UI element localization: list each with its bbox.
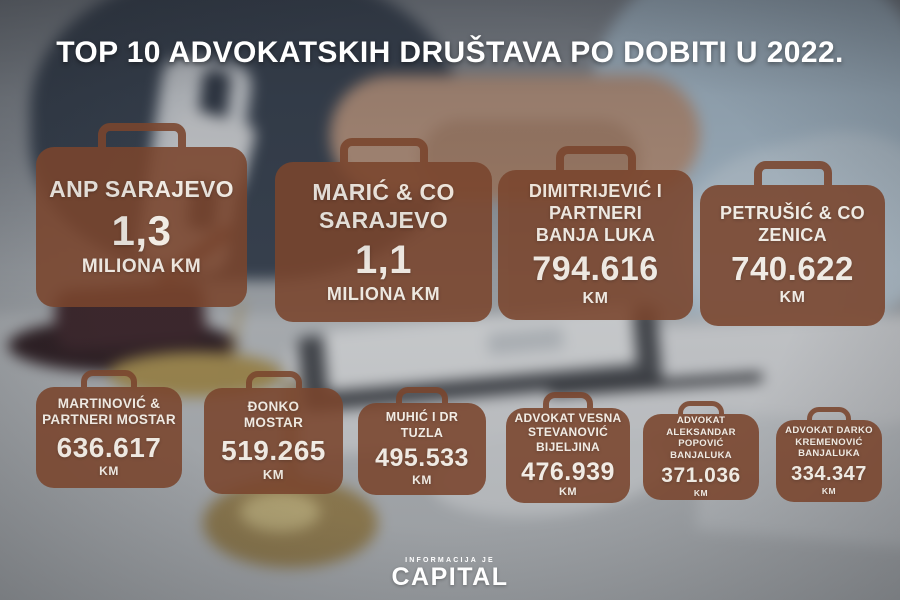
firm-card-4: PETRUŠIĆ & CO ZENICA 740.622 KM	[700, 161, 885, 326]
firm-name: MUHIĆ I DR TUZLA	[385, 410, 459, 440]
briefcase-body: ADVOKAT VESNA STEVANOVIĆ BIJELJINA 476.9…	[506, 408, 630, 503]
firm-profit-unit: KM	[693, 488, 709, 499]
firm-profit-value: 334.347	[791, 463, 867, 486]
firm-profit-value: 636.617	[56, 431, 162, 463]
firm-card-3: DIMITRIJEVIĆ I PARTNERI BANJA LUKA 794.6…	[498, 146, 693, 320]
firm-card-6: ĐONKO MOSTAR 519.265 KM	[204, 371, 343, 494]
firm-profit-value: 476.939	[521, 457, 615, 486]
capital-logo: INFORMACIJA JE CAPITAL	[0, 557, 900, 590]
briefcase-body: ANP SARAJEVO 1,3 MILIONA KM	[36, 147, 247, 307]
firm-profit-unit: KM	[821, 486, 837, 497]
briefcase-body: MARIĆ & CO SARAJEVO 1,1 MILIONA KM	[275, 162, 492, 322]
briefcase-body: MUHIĆ I DR TUZLA 495.533 KM	[358, 403, 486, 495]
firm-card-10: ADVOKAT DARKO KREMENOVIĆ BANJALUKA 334.3…	[776, 407, 882, 502]
firm-card-1: ANP SARAJEVO 1,3 MILIONA KM	[36, 123, 247, 307]
firm-card-8: ADVOKAT VESNA STEVANOVIĆ BIJELJINA 476.9…	[506, 392, 630, 503]
firm-name: ĐONKO MOSTAR	[243, 398, 304, 431]
briefcase-body: DIMITRIJEVIĆ I PARTNERI BANJA LUKA 794.6…	[498, 170, 693, 320]
firm-name: ADVOKAT ALEKSANDAR POPOVIĆ BANJALUKA	[666, 414, 736, 461]
firm-name: MARTINOVIĆ & PARTNERI MOSTAR	[42, 395, 176, 428]
firm-profit-unit: KM	[779, 288, 806, 306]
firm-profit-unit: KM	[558, 486, 578, 499]
firm-card-2: MARIĆ & CO SARAJEVO 1,1 MILIONA KM	[275, 138, 492, 322]
briefcase-body: ADVOKAT DARKO KREMENOVIĆ BANJALUKA 334.3…	[776, 420, 882, 502]
infographic-title: TOP 10 ADVOKATSKIH DRUŠTAVA PO DOBITI U …	[56, 36, 844, 69]
firm-profit-value: 1,1	[354, 238, 413, 283]
firm-profit-value: 794.616	[532, 249, 659, 288]
firm-name: ADVOKAT DARKO KREMENOVIĆ BANJALUKA	[785, 425, 873, 460]
briefcase-body: MARTINOVIĆ & PARTNERI MOSTAR 636.617 KM	[36, 387, 182, 488]
briefcase-body: ADVOKAT ALEKSANDAR POPOVIĆ BANJALUKA 371…	[643, 414, 759, 500]
scales-base-highlight	[240, 492, 320, 532]
firm-name: PETRUŠIĆ & CO ZENICA	[720, 203, 865, 246]
firm-profit-unit: KM	[99, 464, 119, 479]
briefcase-body: ĐONKO MOSTAR 519.265 KM	[204, 388, 343, 494]
firm-profit-unit: MILIONA KM	[81, 255, 202, 277]
firm-profit-unit: KM	[582, 289, 609, 307]
firm-name: ADVOKAT VESNA STEVANOVIĆ BIJELJINA	[514, 410, 622, 455]
logo-tagline: INFORMACIJA JE	[405, 556, 495, 564]
firm-profit-unit: KM	[262, 466, 285, 482]
firm-card-5: MARTINOVIĆ & PARTNERI MOSTAR 636.617 KM	[36, 370, 182, 488]
firm-profit-value: 371.036	[661, 464, 741, 488]
firm-name: DIMITRIJEVIĆ I PARTNERI BANJA LUKA	[528, 181, 663, 245]
firm-profit-value: 740.622	[731, 249, 854, 287]
firm-profit-value: 1,3	[111, 206, 172, 254]
firm-card-9: ADVOKAT ALEKSANDAR POPOVIĆ BANJALUKA 371…	[643, 401, 759, 500]
firm-card-7: MUHIĆ I DR TUZLA 495.533 KM	[358, 387, 486, 495]
firm-profit-unit: MILIONA KM	[326, 284, 441, 305]
firm-profit-value: 519.265	[221, 434, 326, 466]
firm-profit-value: 495.533	[375, 443, 469, 472]
firm-profit-unit: KM	[412, 472, 432, 487]
firm-name: MARIĆ & CO SARAJEVO	[312, 179, 455, 234]
briefcase-body: PETRUŠIĆ & CO ZENICA 740.622 KM	[700, 185, 885, 326]
logo-brand: CAPITAL	[391, 562, 509, 591]
firm-name: ANP SARAJEVO	[49, 176, 234, 203]
